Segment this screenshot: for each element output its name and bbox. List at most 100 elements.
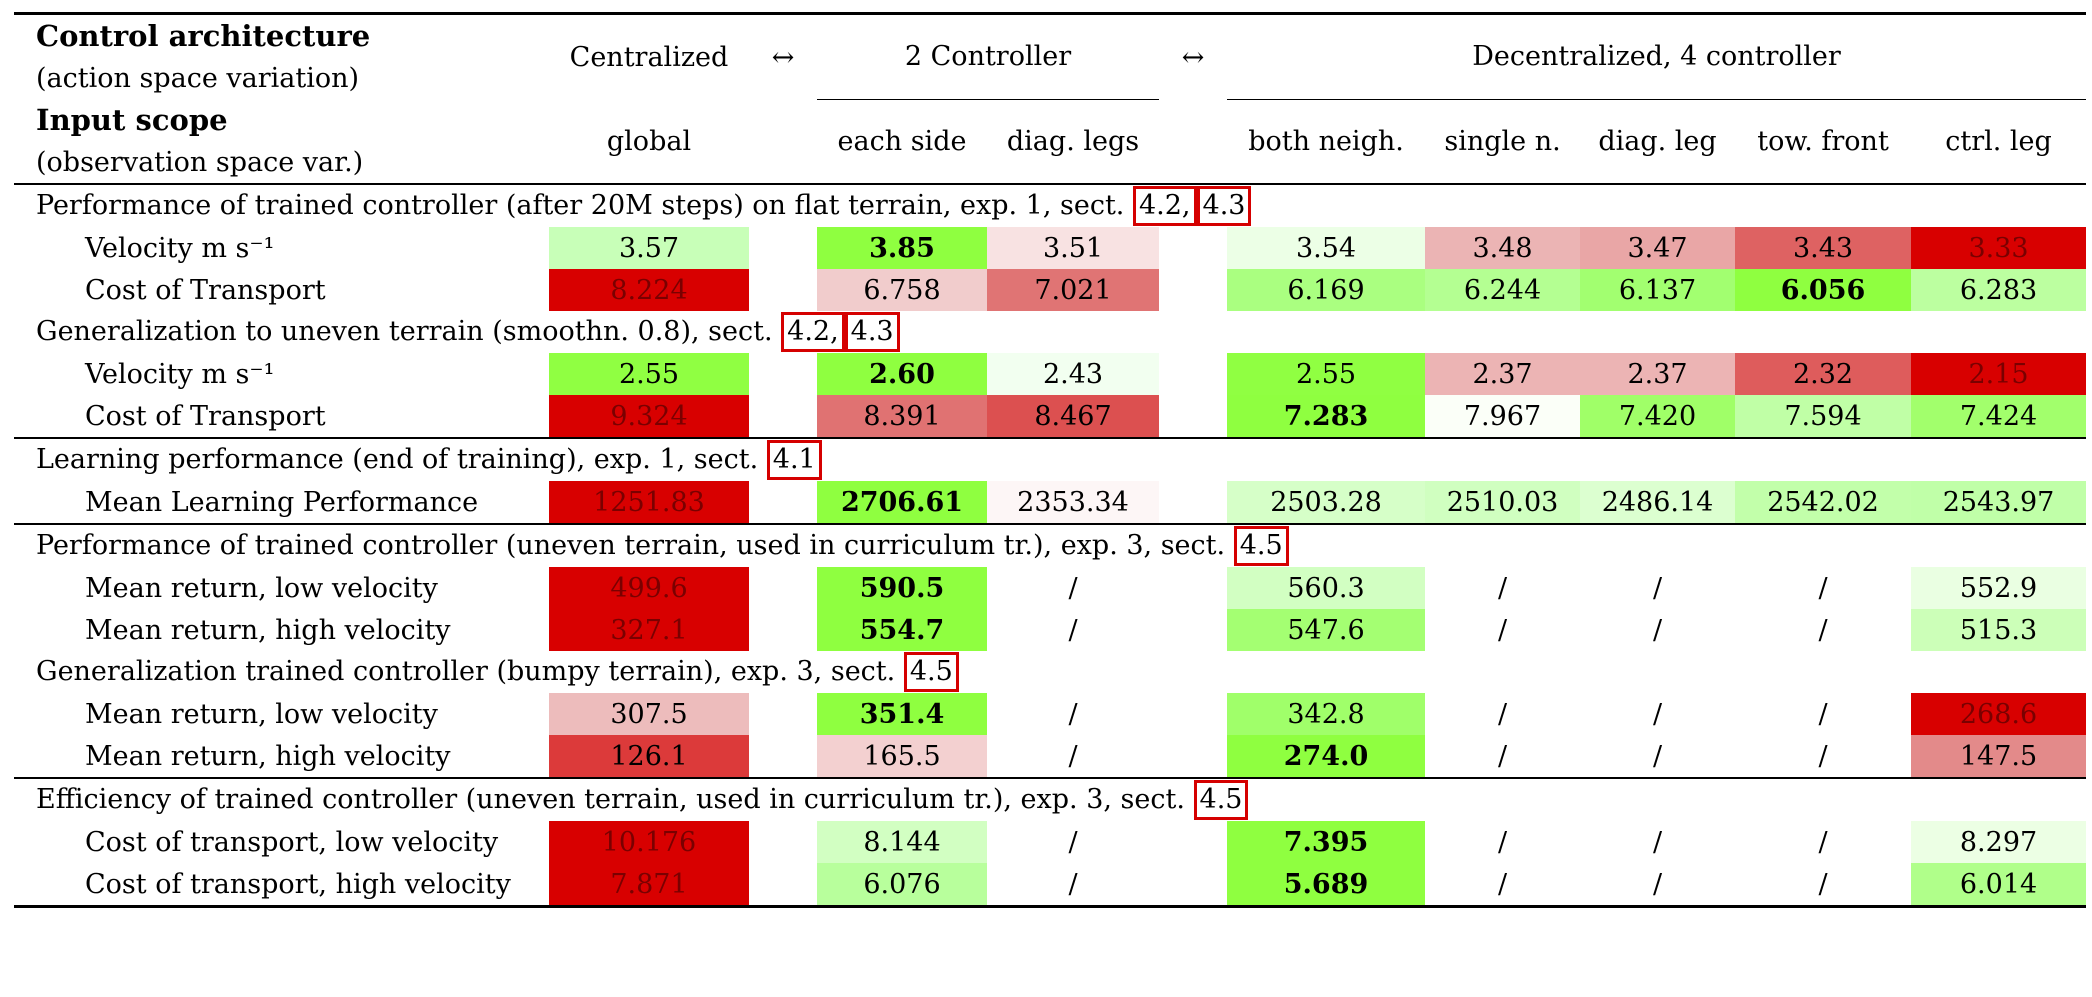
value-cell: 268.6	[1911, 693, 2087, 735]
value-cell: 6.758	[817, 269, 987, 311]
value-cell: 2503.28	[1227, 481, 1426, 524]
value-cell: 3.85	[817, 227, 987, 269]
section-title-text: Efficiency of trained controller (uneven…	[36, 784, 1185, 816]
value-cell: 499.6	[549, 567, 749, 609]
value-cell: 3.43	[1735, 227, 1912, 269]
table-row: Velocity m s⁻¹ 2.55 2.60 2.43 2.55 2.37 2.37 2.…	[14, 353, 2087, 395]
value-cell: 6.014	[1911, 863, 2087, 908]
table-row: Cost of Transport 9.324 8.391 8.467 7.283 7.9…	[14, 395, 2087, 438]
row-label: Cost of transport, high velocity	[14, 863, 549, 908]
value-cell: /	[1497, 826, 1508, 858]
value-cell: /	[987, 863, 1160, 908]
value-cell: 3.51	[987, 227, 1160, 269]
column-diag-legs: diag. legs	[1006, 125, 1140, 157]
section-reference-link[interactable]: 4.5	[1233, 526, 1289, 566]
value-cell: 552.9	[1911, 567, 2087, 609]
spacer-cell	[1159, 821, 1227, 863]
group-decentralized: Decentralized, 4 controller	[1227, 12, 2087, 100]
section-title: Generalization to uneven terrain (smooth…	[14, 311, 2086, 353]
row-label: Velocity m s⁻¹	[85, 358, 275, 390]
value-cell: /	[1068, 572, 1078, 604]
value-cell: 2542.02	[1735, 481, 1912, 524]
value-cell: 6.137	[1580, 269, 1736, 311]
section-reference-link[interactable]: 4.1	[766, 440, 822, 480]
spacer-cell	[749, 227, 817, 269]
spacer-cell	[1159, 693, 1227, 735]
value-cell: 5.689	[1227, 863, 1426, 908]
value-cell: 7.395	[1227, 821, 1426, 863]
value-cell: 8.391	[817, 395, 987, 438]
value-cell: 327.1	[549, 609, 749, 651]
value-cell: /	[1818, 740, 1828, 772]
value-cell: 7.420	[1580, 395, 1736, 438]
row-label: Cost of Transport	[85, 400, 326, 432]
section-header-row: Generalization trained controller (bumpy…	[14, 651, 2086, 693]
section-reference-link[interactable]: 4.3	[844, 312, 900, 352]
column-global: global	[606, 125, 692, 157]
value-cell: 307.5	[549, 693, 749, 735]
value-cell: /	[1497, 572, 1508, 604]
value-cell: 6.169	[1227, 269, 1426, 311]
value-cell: 1251.83	[549, 481, 749, 524]
value-cell: /	[1818, 614, 1828, 646]
group-centralized: Centralized	[549, 12, 749, 99]
table-row: Mean return, high velocity 327.1 554.7 / 547…	[14, 609, 2087, 651]
arrow-1: ↔	[749, 12, 817, 99]
control-architecture-subtitle: (action space variation)	[36, 62, 360, 94]
section-title-text: Generalization to uneven terrain (smooth…	[36, 316, 773, 348]
row-label: Mean return, low velocity	[85, 698, 438, 730]
value-cell: 2.43	[987, 353, 1160, 395]
value-cell: /	[1497, 698, 1508, 730]
row-label: Velocity m s⁻¹	[85, 232, 275, 264]
header-row-architecture: Control architecture Centralized ↔ 2 Con…	[14, 12, 2087, 100]
section-reference-link[interactable]: 4.5	[1193, 780, 1249, 820]
table-row: Cost of transport, high velocity 7.871 6.0…	[14, 863, 2087, 908]
value-cell: /	[1735, 863, 1912, 908]
spacer-cell	[749, 481, 817, 524]
spacer-cell	[1159, 227, 1227, 269]
column-single-n: single n.	[1444, 125, 1561, 157]
value-cell: 126.1	[549, 735, 749, 778]
value-cell: 2486.14	[1580, 481, 1736, 524]
spacer-cell	[1159, 395, 1227, 438]
column-diag-leg: diag. leg	[1598, 125, 1717, 157]
section-reference-link[interactable]: 4.2,	[781, 312, 845, 352]
column-each-side: each side	[837, 125, 967, 157]
table-row: Mean return, high velocity 126.1 165.5 / 274…	[14, 735, 2087, 778]
section-title-text: Performance of trained controller (after…	[36, 190, 1125, 222]
value-cell: 6.283	[1911, 269, 2087, 311]
section-reference-link[interactable]: 4.3	[1196, 186, 1252, 226]
table-row: Mean return, low velocity 499.6 590.5 / 560.…	[14, 567, 2087, 609]
section-header-row: Performance of trained controller (after…	[14, 183, 2087, 227]
row-label: Cost of Transport	[85, 274, 326, 306]
spacer-cell	[1159, 269, 1227, 311]
value-cell: 2.55	[549, 353, 749, 395]
spacer-cell	[749, 863, 817, 908]
value-cell: 7.594	[1735, 395, 1912, 438]
value-cell: /	[1652, 614, 1663, 646]
value-cell: 554.7	[817, 609, 987, 651]
value-cell: /	[1497, 740, 1508, 772]
value-cell: 274.0	[1227, 735, 1426, 778]
value-cell: 147.5	[1911, 735, 2087, 778]
value-cell: 2.37	[1580, 353, 1736, 395]
value-cell: /	[1068, 826, 1078, 858]
section-title: Performance of trained controller (uneve…	[14, 523, 2087, 567]
row-label: Mean Learning Performance	[85, 486, 479, 518]
spacer-cell	[749, 735, 817, 778]
spacer-cell	[1159, 481, 1227, 524]
control-architecture-title: Control architecture	[14, 12, 549, 57]
section-title: Learning performance (end of training), …	[14, 437, 2087, 481]
value-cell: 2.60	[817, 353, 987, 395]
row-label: Mean return, low velocity	[85, 572, 438, 604]
results-table-wrapper: Control architecture Centralized ↔ 2 Con…	[14, 12, 2087, 908]
section-reference-link[interactable]: 4.2,	[1132, 186, 1197, 226]
value-cell: /	[1652, 698, 1663, 730]
section-reference-link[interactable]: 4.5	[903, 652, 959, 692]
table-row: Cost of transport, low velocity 10.176 8.1…	[14, 821, 2087, 863]
value-cell: /	[1818, 698, 1828, 730]
value-cell: 2.55	[1227, 353, 1426, 395]
section-header-row: Learning performance (end of training), …	[14, 437, 2087, 481]
section-title-text: Performance of trained controller (uneve…	[36, 530, 1226, 562]
value-cell: 7.424	[1911, 395, 2087, 438]
